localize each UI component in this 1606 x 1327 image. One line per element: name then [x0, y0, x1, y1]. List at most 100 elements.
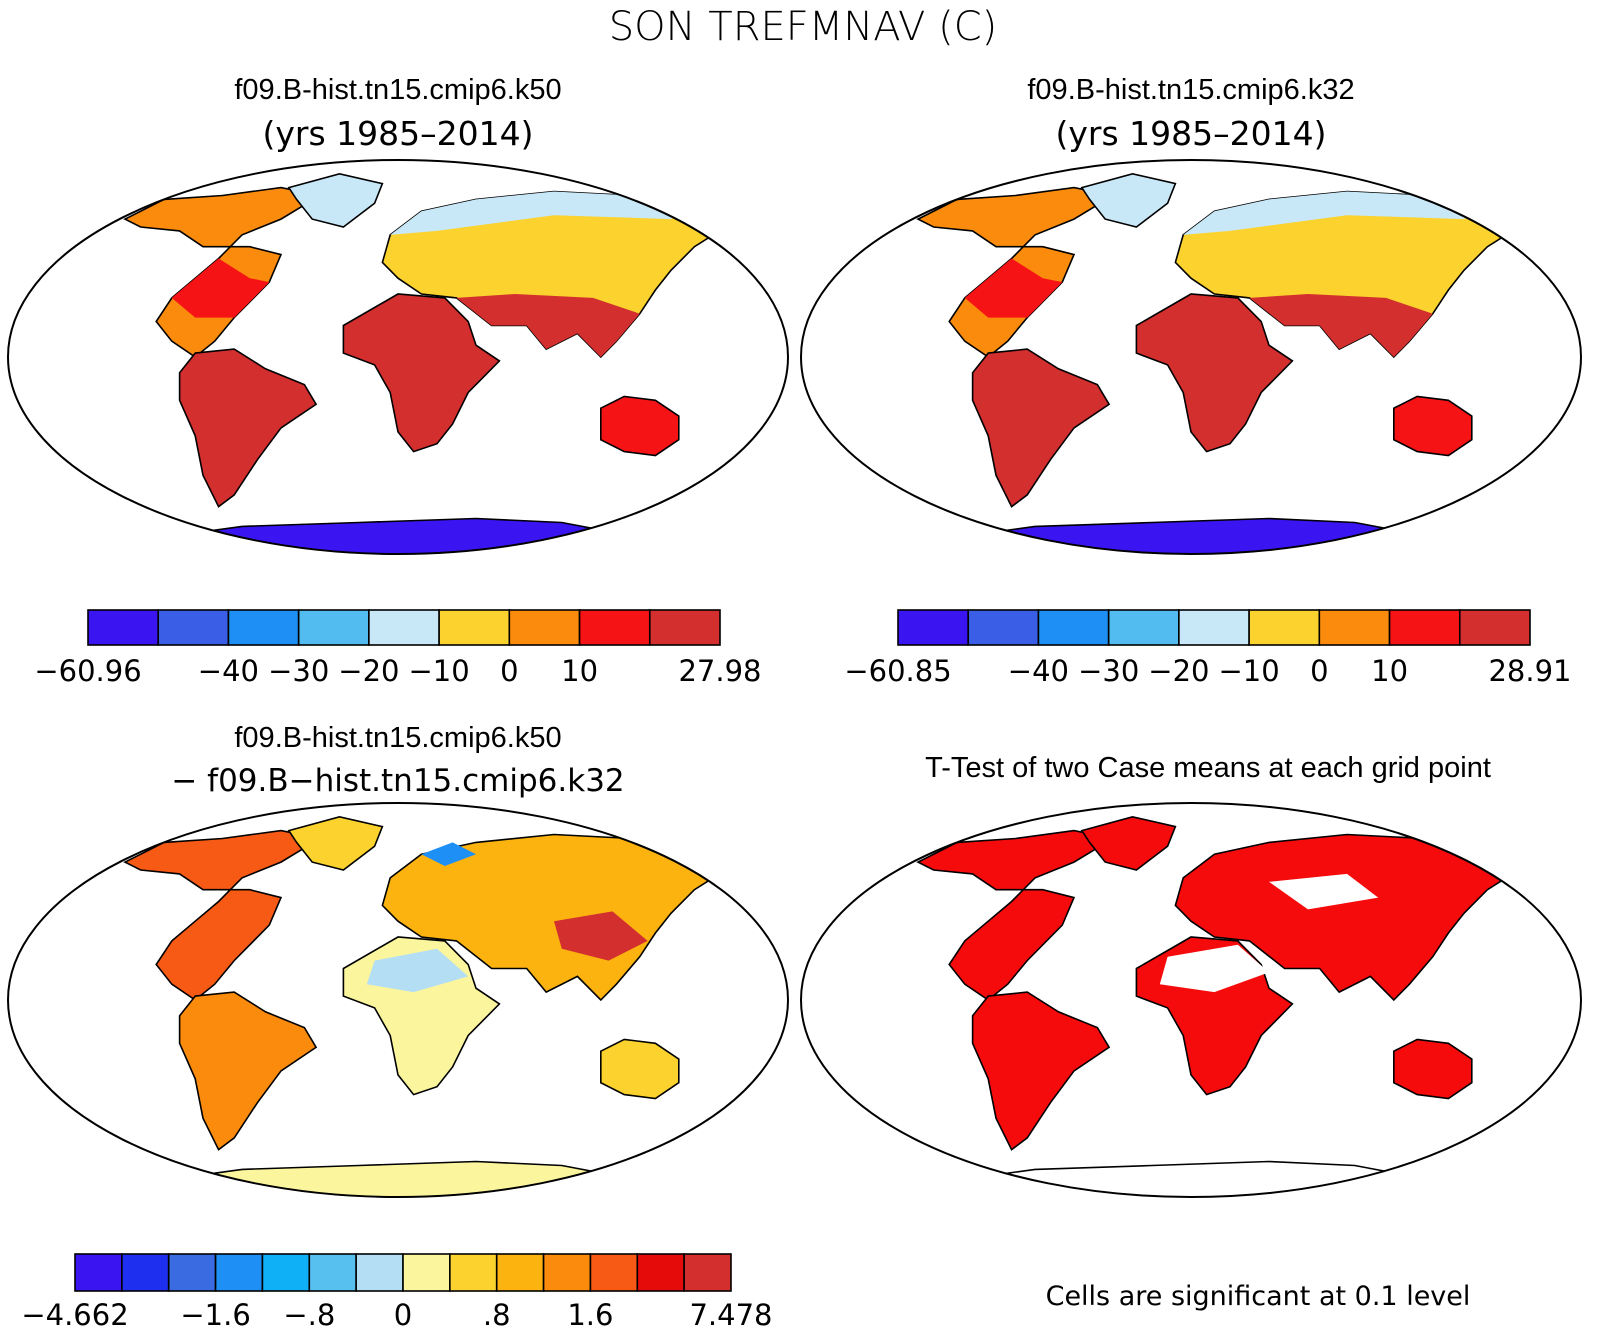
colorbar-swatch	[402, 1253, 451, 1292]
land-southAmerica	[178, 348, 318, 508]
not-significant-region	[1159, 944, 1269, 993]
panel-ttest-footnote: Cells are significant at 0.1 level	[1046, 1281, 1471, 1312]
colorbar-swatch	[87, 609, 160, 646]
colorbar-swatch	[578, 609, 651, 646]
land-southAmerica	[971, 991, 1111, 1151]
colorbar-swatch	[1037, 609, 1110, 646]
colorbar-tick-label: −.8	[283, 1298, 335, 1327]
colorbar-swatch	[1107, 609, 1180, 646]
colorbar-tick-label: 10	[1371, 654, 1408, 688]
land-australia	[600, 395, 680, 457]
colorbar-swatch	[355, 1253, 404, 1292]
colorbar-tick-label: 0	[394, 1298, 412, 1327]
colorbar-tick-label: −20	[338, 654, 399, 688]
colorbar-swatch	[1248, 609, 1321, 646]
panel-ttest-title: T-Test of two Case means at each grid po…	[925, 752, 1491, 784]
colorbar-tick-label: −30	[268, 654, 329, 688]
colorbar-swatch	[227, 609, 300, 646]
colorbar-swatch	[438, 609, 511, 646]
land-greenland	[287, 815, 384, 871]
panel-k32-colorbar: −60.85 −40 −30 −20 −10 0 10 28.91	[844, 609, 1572, 688]
map-border	[800, 159, 1582, 555]
map-border	[7, 159, 789, 555]
colorbar-tick-label: −10	[1218, 654, 1279, 688]
figure-title: SON TREFMNAV (C)	[609, 4, 997, 50]
land-southAmerica	[971, 348, 1111, 508]
colorbar-swatch	[74, 1253, 123, 1292]
map-border	[7, 802, 789, 1198]
colorbar-swatch	[1318, 609, 1391, 646]
sahara-cool-anomaly	[366, 948, 469, 993]
map-border	[800, 802, 1582, 1198]
panel-k32-map	[800, 159, 1582, 555]
colorbar-tick-label: −4.662	[21, 1298, 128, 1327]
colorbar-swatch	[495, 1253, 545, 1292]
panel-difference-subtitle: − f09.B−hist.tn15.cmip6.k32	[171, 763, 624, 799]
colorbar-swatch	[167, 1253, 217, 1292]
panel-k50-title: f09.B-hist.tn15.cmip6.k50	[234, 74, 561, 106]
colorbar-tick-label: −60.85	[844, 654, 951, 688]
panel-difference-map	[7, 802, 789, 1198]
south-asia-warm-region	[1249, 294, 1433, 357]
panel-ttest: T-Test of two Case means at each grid po…	[800, 752, 1582, 1312]
colorbar-swatch	[308, 1253, 357, 1292]
us-warm-region	[964, 258, 1063, 318]
siberia-cold-region	[390, 191, 695, 235]
colorbar-tick-label: 0	[500, 654, 518, 688]
colorbar-tick-label: .8	[483, 1298, 511, 1327]
colorbar-swatch	[636, 1253, 685, 1292]
colorbar-swatch	[1388, 609, 1461, 646]
land-australia	[600, 1038, 680, 1100]
colorbar-swatch	[261, 1253, 311, 1292]
panel-k50: f09.B-hist.tn15.cmip6.k50 (yrs 1985–2014…	[7, 74, 789, 688]
land-africa	[342, 293, 501, 453]
land-greenland	[1080, 172, 1177, 228]
land-australia	[1393, 1038, 1473, 1100]
colorbar-swatch	[542, 1253, 592, 1292]
colorbar-swatch	[1178, 609, 1250, 646]
land-greenland	[1080, 815, 1177, 871]
colorbar-tick-label: 27.98	[678, 654, 761, 688]
land-africa	[1135, 293, 1294, 453]
colorbar-tick-label: 7.478	[689, 1298, 772, 1327]
panel-difference: f09.B-hist.tn15.cmip6.k50 − f09.B−hist.t…	[7, 722, 789, 1327]
land-australia	[1393, 395, 1473, 457]
panel-k32-subtitle: (yrs 1985–2014)	[1056, 114, 1327, 153]
colorbar-swatch	[368, 609, 440, 646]
panel-k50-colorbar: −60.96 −40 −30 −20 −10 0 10 27.98	[34, 609, 762, 688]
panel-k50-subtitle: (yrs 1985–2014)	[263, 114, 534, 153]
panel-difference-title: f09.B-hist.tn15.cmip6.k50	[234, 722, 561, 754]
colorbar-tick-label: 1.6	[567, 1298, 613, 1327]
colorbar-swatch	[1458, 609, 1531, 646]
colorbar-tick-label: −30	[1078, 654, 1139, 688]
south-asia-warm-region	[456, 294, 640, 357]
colorbar-tick-label: −40	[1008, 654, 1069, 688]
land-southAmerica	[178, 991, 318, 1151]
colorbar-tick-label: −60.96	[34, 654, 141, 688]
panel-k32: f09.B-hist.tn15.cmip6.k32 (yrs 1985–2014…	[800, 74, 1582, 688]
colorbar-tick-label: −40	[198, 654, 259, 688]
us-warm-region	[171, 258, 270, 318]
colorbar-tick-label: 10	[561, 654, 598, 688]
land-eurasia	[1174, 833, 1521, 1002]
colorbar-tick-label: −20	[1148, 654, 1209, 688]
colorbar-swatch	[683, 1253, 732, 1292]
land-eurasia	[381, 833, 728, 1002]
colorbar-swatch	[648, 609, 721, 646]
siberia-cold-region	[1183, 191, 1488, 235]
land-greenland	[287, 172, 384, 228]
colorbar-swatch	[449, 1253, 498, 1292]
colorbar-tick-label: −1.6	[180, 1298, 250, 1327]
colorbar-swatch	[897, 609, 970, 646]
colorbar-swatch	[297, 609, 370, 646]
panel-difference-colorbar: −4.662 −1.6 −.8 0 .8 1.6 7.478	[21, 1253, 773, 1327]
panel-ttest-map	[800, 802, 1582, 1198]
panel-k50-map	[7, 159, 789, 555]
colorbar-tick-label: 0	[1310, 654, 1328, 688]
not-significant-region	[1269, 873, 1379, 910]
scandinavia-cool-anomaly	[421, 842, 476, 866]
colorbar-swatch	[214, 1253, 264, 1292]
colorbar-swatch	[589, 1253, 639, 1292]
colorbar-swatch	[121, 1253, 170, 1292]
